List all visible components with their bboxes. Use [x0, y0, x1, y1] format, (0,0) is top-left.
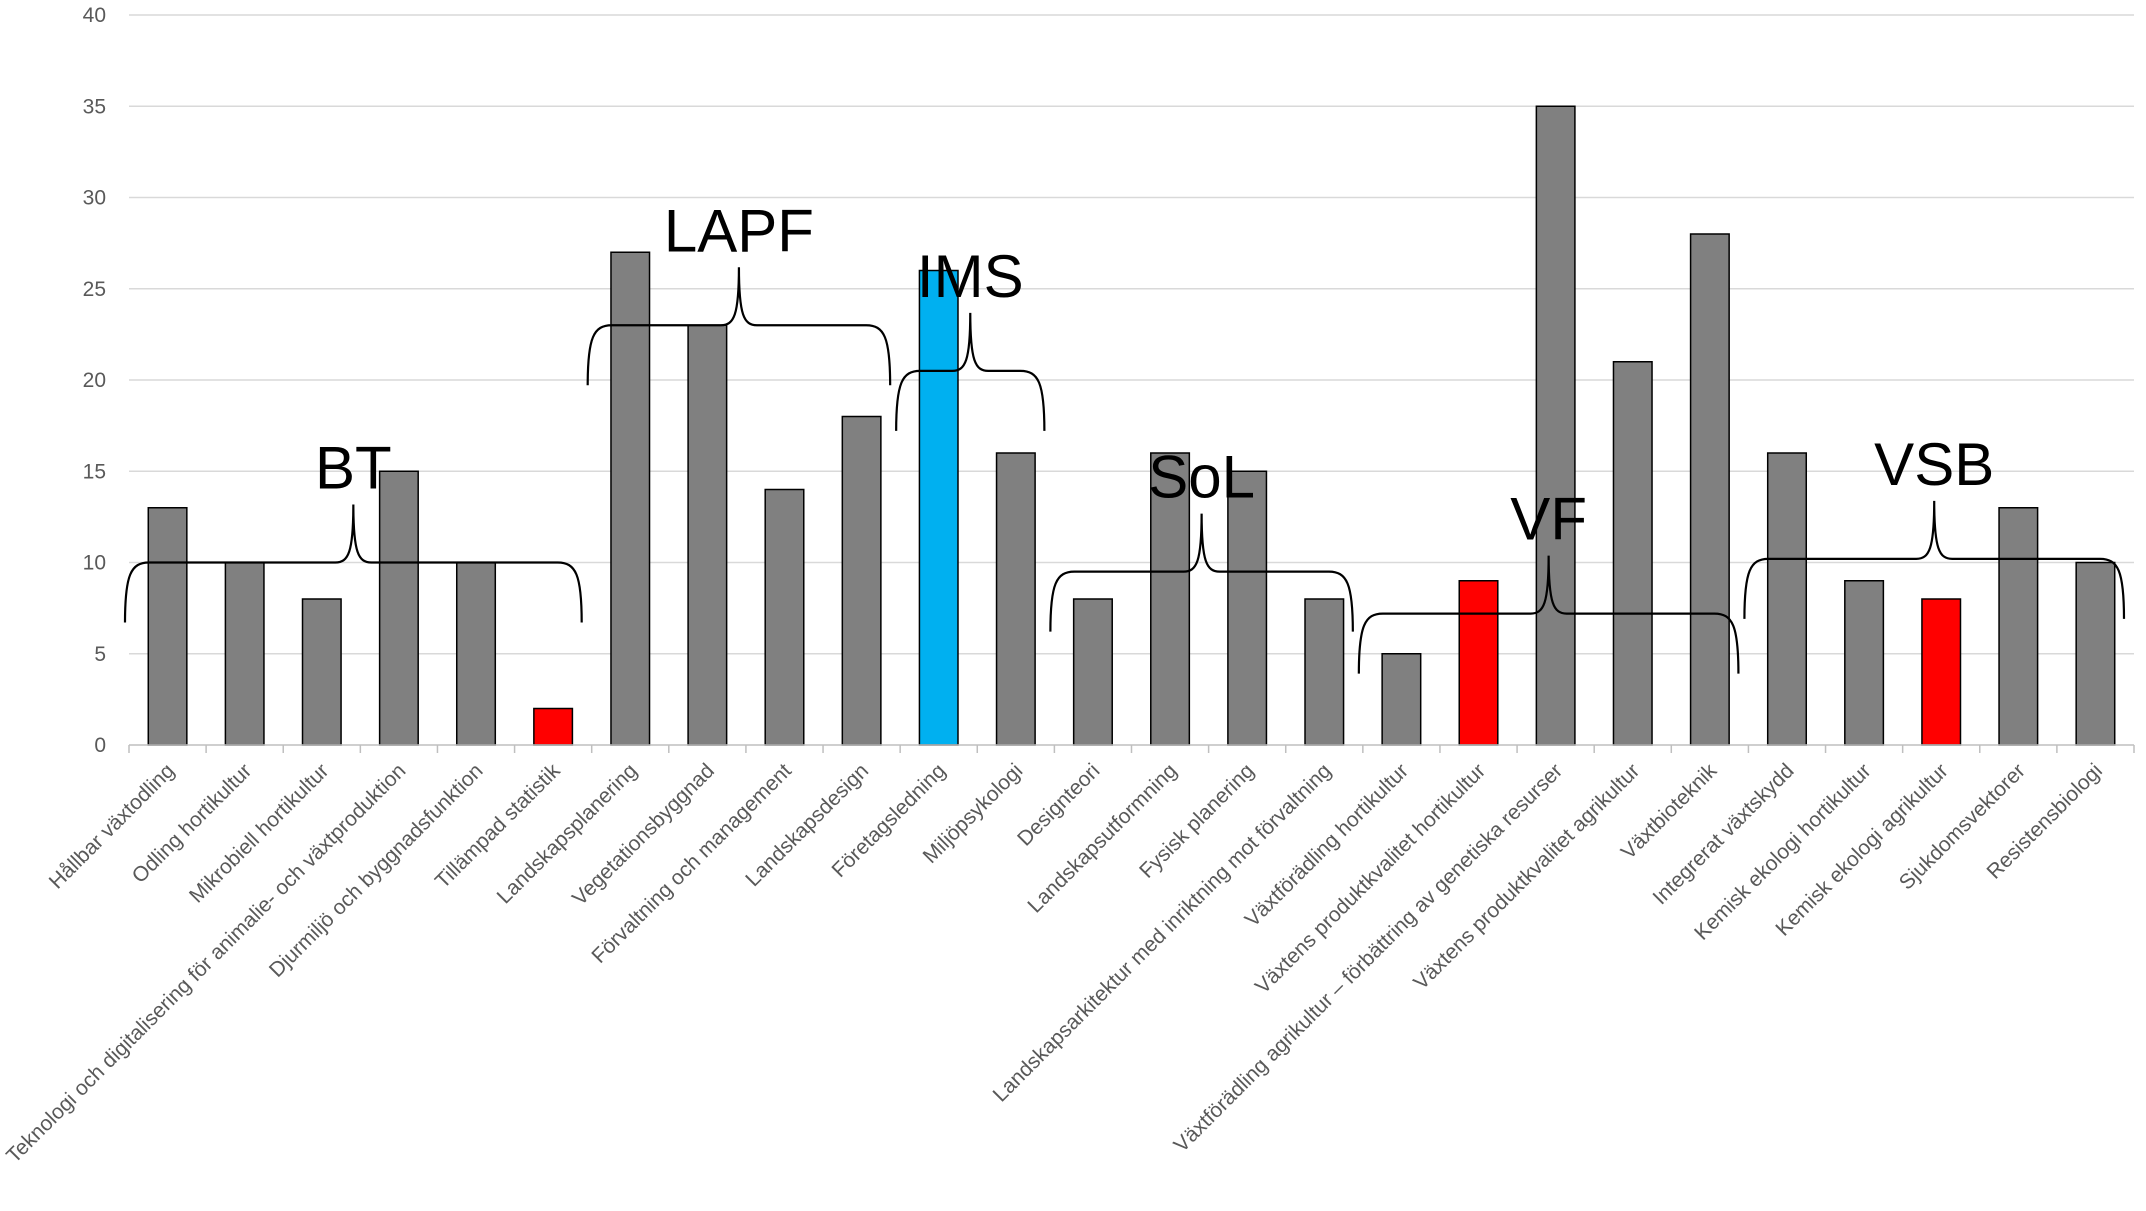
x-tick-label: Integrerat växtskydd — [1649, 759, 1799, 909]
bar — [301, 598, 342, 746]
y-tick-label: 0 — [94, 734, 106, 757]
x-tick-label: Hållbar växtodling — [45, 759, 179, 893]
bar — [841, 415, 882, 746]
bar — [918, 269, 959, 746]
group-brace — [586, 267, 892, 386]
y-axis-tick-labels: 0 5 10 15 20 25 30 35 40 — [83, 4, 106, 757]
bar — [224, 561, 265, 746]
group-label: LAPF — [664, 197, 814, 264]
bar — [1612, 361, 1653, 746]
x-tick-label: Landskapsutformning — [1023, 759, 1181, 917]
x-tick-label: Vegetationsbyggnad — [568, 759, 719, 910]
bar — [1535, 105, 1576, 746]
y-tick-label: 20 — [83, 369, 106, 392]
y-tick-label: 25 — [83, 278, 106, 301]
bar — [1458, 580, 1499, 746]
y-tick-label: 5 — [94, 643, 106, 666]
bar — [1227, 470, 1268, 746]
group-brace — [1743, 500, 2126, 619]
bar — [1689, 233, 1730, 746]
bar — [378, 470, 419, 746]
group-label: VF — [1510, 486, 1587, 553]
bar — [1766, 452, 1808, 746]
bar — [2075, 561, 2116, 746]
bar — [1072, 598, 1113, 746]
group-label: SoL — [1148, 444, 1255, 511]
y-tick-label: 30 — [83, 187, 106, 210]
bar — [147, 507, 188, 746]
y-tick-label: 40 — [83, 4, 106, 27]
bar — [995, 452, 1036, 746]
x-tick-label: Landskapsplanering — [493, 759, 642, 908]
bar — [1844, 580, 1885, 746]
group-label: VSB — [1874, 431, 1994, 498]
bar — [764, 488, 805, 746]
y-tick-label: 15 — [83, 460, 106, 483]
group-label: BT — [315, 435, 392, 502]
group-brace — [895, 312, 1046, 431]
bar — [1304, 598, 1345, 746]
bar — [455, 561, 497, 746]
group-brace — [1357, 555, 1740, 674]
x-tick-label: Mikrobiell hortikultur — [185, 759, 333, 907]
bar — [1998, 507, 2039, 746]
bar — [533, 707, 574, 746]
group-label: IMS — [917, 243, 1024, 310]
group-braces — [123, 267, 2126, 674]
x-axis — [128, 744, 2135, 753]
bar — [1381, 653, 1422, 746]
bars — [147, 105, 2116, 746]
bar — [610, 251, 651, 746]
group-brace — [1049, 513, 1354, 632]
bar — [687, 324, 728, 746]
bar — [1921, 598, 1962, 746]
group-labels: BT LAPF IMS SoL VF VSB — [315, 197, 1994, 552]
group-brace — [123, 504, 583, 623]
y-tick-label: 10 — [83, 552, 106, 575]
y-tick-label: 35 — [83, 95, 106, 118]
